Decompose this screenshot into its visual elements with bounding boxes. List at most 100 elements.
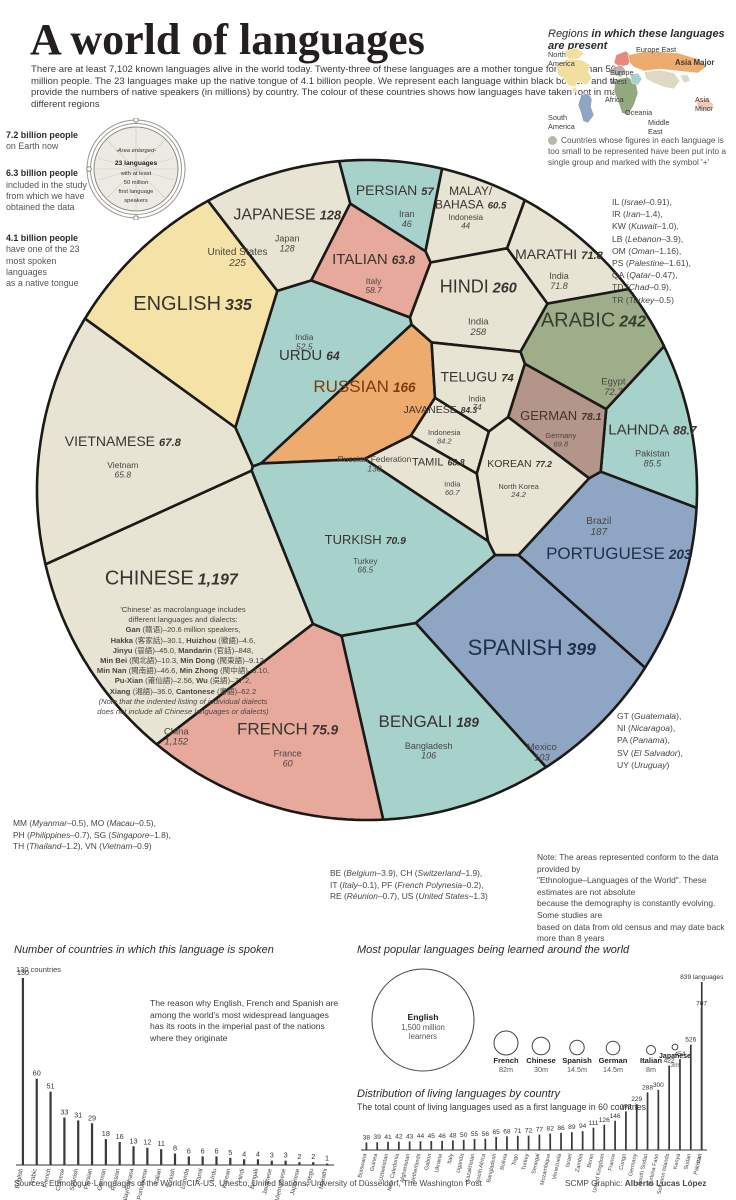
svg-text:Botswana: Botswana	[357, 1152, 368, 1178]
svg-text:India: India	[549, 271, 569, 281]
svg-text:44: 44	[461, 222, 470, 231]
svg-text:Israel: Israel	[565, 1153, 574, 1168]
svg-text:33: 33	[60, 1108, 68, 1117]
svg-text:Bolivia: Bolivia	[500, 1152, 509, 1170]
svg-text:Gabon: Gabon	[424, 1153, 433, 1171]
svg-text:94: 94	[579, 1123, 587, 1130]
svg-text:82: 82	[547, 1126, 555, 1133]
svg-text:72: 72	[525, 1128, 533, 1135]
svg-text:56: 56	[482, 1131, 490, 1138]
svg-text:1: 1	[325, 1154, 329, 1163]
svg-text:Germany: Germany	[628, 1153, 639, 1177]
svg-text:India: India	[468, 394, 486, 403]
svg-text:71.8: 71.8	[550, 281, 568, 291]
svg-text:Guinea: Guinea	[370, 1152, 380, 1172]
svg-text:Iran: Iran	[399, 209, 415, 219]
svg-text:24.2: 24.2	[510, 490, 526, 499]
svg-text:48: 48	[449, 1132, 457, 1139]
svg-text:839 languages: 839 languages	[680, 974, 724, 981]
svg-text:77: 77	[536, 1127, 544, 1134]
svg-text:130: 130	[17, 968, 29, 977]
svg-text:United States: United States	[207, 247, 267, 258]
svg-text:Japan: Japan	[275, 234, 300, 244]
svg-text:Mexico: Mexico	[527, 742, 557, 753]
svg-text:42: 42	[395, 1134, 403, 1141]
svg-text:31: 31	[74, 1110, 82, 1119]
svg-text:ENGLISH335: ENGLISH 335	[133, 293, 253, 315]
svg-text:126: 126	[599, 1117, 610, 1124]
svg-text:66.5: 66.5	[358, 566, 374, 575]
svg-text:89: 89	[568, 1124, 576, 1131]
svg-text:422: 422	[664, 1058, 675, 1065]
svg-text:60.7: 60.7	[445, 488, 460, 497]
svg-text:Bangladesh: Bangladesh	[405, 741, 453, 751]
svg-text:Iran: Iran	[696, 1153, 704, 1164]
svg-text:France: France	[608, 1153, 617, 1171]
svg-text:France: France	[274, 749, 302, 759]
svg-text:5: 5	[228, 1148, 232, 1157]
svg-text:3: 3	[270, 1151, 274, 1160]
svg-text:Turkey: Turkey	[353, 557, 377, 566]
svg-text:45: 45	[428, 1133, 436, 1140]
svg-text:51: 51	[47, 1082, 55, 1091]
svg-text:146: 146	[610, 1113, 621, 1120]
svg-text:300: 300	[653, 1082, 664, 1089]
svg-text:6: 6	[187, 1146, 191, 1155]
svg-text:58.7: 58.7	[365, 285, 382, 295]
svg-text:Zambia: Zambia	[575, 1152, 585, 1172]
svg-text:12: 12	[143, 1138, 151, 1147]
svg-text:Ukraine: Ukraine	[434, 1153, 444, 1173]
svg-text:Pakistan: Pakistan	[635, 449, 670, 459]
svg-text:43: 43	[406, 1133, 414, 1140]
svg-text:187: 187	[590, 527, 607, 538]
svg-text:60: 60	[33, 1069, 41, 1078]
svg-text:SPANISH399: SPANISH 399	[468, 635, 597, 660]
svg-text:46: 46	[438, 1133, 446, 1140]
svg-text:1,152: 1,152	[164, 737, 188, 748]
svg-text:Kenya: Kenya	[673, 1152, 682, 1170]
svg-text:Benin: Benin	[587, 1153, 596, 1168]
svg-text:FRENCH75.9: FRENCH 75.9	[237, 720, 339, 739]
svg-text:6: 6	[214, 1146, 218, 1155]
svg-text:11: 11	[157, 1139, 165, 1148]
svg-text:193: 193	[620, 1103, 631, 1110]
svg-text:225: 225	[228, 258, 246, 269]
svg-text:Uganda: Uganda	[456, 1152, 466, 1173]
svg-text:69.8: 69.8	[553, 440, 568, 449]
svg-text:3: 3	[284, 1151, 288, 1160]
svg-text:72.7: 72.7	[604, 387, 623, 398]
svg-text:Italy: Italy	[447, 1153, 455, 1164]
svg-text:85.5: 85.5	[644, 459, 663, 469]
svg-text:44: 44	[417, 1133, 425, 1140]
svg-text:CHINESE1,197: CHINESE 1,197	[105, 567, 239, 589]
svg-text:106: 106	[421, 751, 436, 761]
svg-text:RUSSIAN166: RUSSIAN 166	[313, 377, 416, 396]
svg-text:103: 103	[534, 753, 551, 764]
svg-text:MALAY/: MALAY/	[449, 184, 493, 198]
svg-text:50 million: 50 million	[124, 180, 149, 186]
svg-text:ITALIAN63.8: ITALIAN 63.8	[332, 251, 415, 268]
svg-text:Congo: Congo	[619, 1153, 628, 1170]
svg-text:Brazil: Brazil	[586, 516, 611, 527]
svg-text:50: 50	[460, 1132, 468, 1139]
svg-text:46: 46	[402, 219, 412, 229]
svg-text:454: 454	[674, 1051, 685, 1058]
svg-text:71: 71	[514, 1128, 522, 1135]
svg-text:16: 16	[116, 1132, 124, 1141]
svg-text:2: 2	[311, 1152, 315, 1161]
svg-text:111: 111	[588, 1120, 598, 1127]
svg-text:Senegal: Senegal	[531, 1153, 541, 1174]
svg-text:288: 288	[642, 1084, 653, 1091]
svg-text:BAHASA60.5: BAHASA 60.5	[435, 197, 507, 211]
svg-text:with at least: with at least	[120, 171, 152, 177]
svg-text:65.8: 65.8	[115, 469, 132, 479]
svg-text:Sudan: Sudan	[684, 1153, 693, 1170]
svg-text:6: 6	[201, 1146, 205, 1155]
